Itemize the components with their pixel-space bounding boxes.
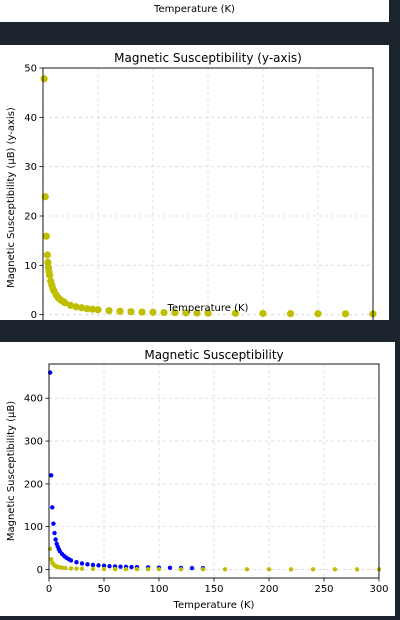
data-point [91, 567, 95, 571]
chart-panel-y-axis: 05010015020025030001020304050Magnetic Su… [0, 45, 389, 320]
data-point [287, 310, 294, 317]
data-point [342, 310, 349, 317]
data-point [127, 308, 134, 315]
x-tick-label: 200 [259, 584, 278, 595]
data-point [201, 567, 205, 571]
x-tick-label: 250 [314, 584, 333, 595]
x-tick-label: 0 [46, 584, 52, 595]
data-point [69, 558, 73, 562]
data-point [168, 566, 172, 570]
y-tick-label: 0 [31, 310, 37, 320]
data-point [52, 531, 56, 535]
data-point [96, 563, 100, 567]
data-point [80, 567, 84, 571]
data-point [105, 307, 112, 314]
y-tick-label: 0 [37, 565, 43, 576]
data-point [50, 505, 54, 509]
data-point [138, 308, 145, 315]
data-point [259, 310, 266, 317]
x-tick-label: 300 [369, 584, 388, 595]
data-point [157, 567, 161, 571]
data-point [333, 567, 337, 571]
data-point [80, 561, 84, 565]
data-point [43, 233, 50, 240]
data-point [118, 564, 122, 568]
data-point [85, 562, 89, 566]
data-point [41, 75, 48, 82]
data-point [289, 567, 293, 571]
data-point [51, 521, 55, 525]
y-axis-label: Magnetic Susceptibility (μB) [6, 401, 17, 541]
data-point [135, 567, 139, 571]
top-figure-panel: Temperature (K) [0, 0, 389, 22]
x-tick-label: 150 [204, 584, 223, 595]
data-point [107, 564, 111, 568]
y-tick-label: 200 [24, 479, 43, 490]
data-point [94, 306, 101, 313]
data-point [49, 473, 53, 477]
data-point [179, 567, 183, 571]
y-tick-label: 50 [24, 64, 37, 75]
data-point [245, 567, 249, 571]
chart-1: 05010015020025030001020304050Magnetic Su… [0, 45, 389, 320]
data-point [63, 566, 67, 570]
data-point [146, 567, 150, 571]
data-point [74, 566, 78, 570]
data-point [44, 251, 51, 258]
data-point [311, 567, 315, 571]
y-tick-label: 40 [24, 113, 37, 124]
x-axis-label: Temperature (K) [173, 600, 255, 611]
data-point [149, 309, 156, 316]
chart-title: Magnetic Susceptibility (y-axis) [114, 51, 302, 65]
data-point [355, 567, 359, 571]
data-point [53, 537, 57, 541]
y-axis-label: Magnetic Susceptibility (μB) (y-axis) [6, 107, 17, 288]
chart-panel-susceptibility: 0 50 100 150 200 250 300 0 100 200 300 400 Magnetic … [0, 342, 395, 616]
y-tick-label: 300 [24, 437, 43, 448]
data-point [190, 566, 194, 570]
data-point [314, 310, 321, 317]
y-tick-label: 400 [24, 394, 43, 405]
data-point [102, 567, 106, 571]
y-tick-label: 100 [24, 522, 43, 533]
chart-2: 0 50 100 150 200 250 300 0 100 200 300 400 Magnetic … [0, 342, 395, 616]
top-figure-xlabel: Temperature (K) [0, 4, 389, 15]
data-point [223, 567, 227, 571]
y-tick-label: 10 [24, 261, 37, 272]
data-point [267, 567, 271, 571]
x-tick-label: 50 [98, 584, 111, 595]
data-point [91, 563, 95, 567]
data-point [69, 566, 73, 570]
data-point [129, 565, 133, 569]
data-point [124, 567, 128, 571]
y-tick-label: 30 [24, 162, 37, 173]
data-point [113, 567, 117, 571]
data-point [160, 309, 167, 316]
y-tick-label: 20 [24, 212, 37, 223]
data-point [116, 308, 123, 315]
chart-title: Magnetic Susceptibility [144, 348, 283, 362]
x-axis-label: Temperature (K) [167, 303, 249, 314]
data-point [74, 560, 78, 564]
x-tick-label: 100 [149, 584, 168, 595]
